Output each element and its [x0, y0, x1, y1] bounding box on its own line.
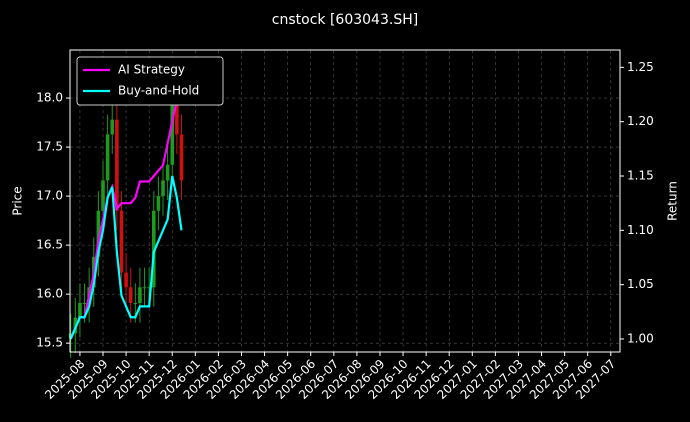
candle-body — [179, 134, 184, 181]
candle-body — [68, 333, 73, 339]
candle-body — [151, 210, 156, 288]
plot-frame — [69, 49, 621, 353]
return-line — [69, 175, 183, 340]
candle-body — [156, 196, 161, 211]
legend-label: Buy-and-Hold — [118, 84, 199, 98]
candle-body — [82, 302, 87, 304]
y2-tick-label: 1.10 — [627, 223, 654, 237]
y2-axis-label: Return — [666, 181, 680, 221]
candle-body — [138, 287, 142, 303]
y2-tick-label: 1.25 — [627, 60, 654, 74]
candle-body — [133, 302, 138, 304]
y-tick-label: 16.5 — [36, 238, 63, 252]
return-line — [69, 78, 183, 340]
candle-body — [161, 180, 165, 197]
y2-tick-label: 1.20 — [627, 114, 654, 128]
y-tick-label: 17.0 — [36, 189, 63, 203]
candle-body — [110, 119, 115, 135]
candle-body — [105, 134, 110, 181]
candle-body — [128, 287, 133, 303]
y2-tick-label: 1.15 — [627, 169, 654, 183]
y-tick-label: 16.0 — [36, 287, 63, 301]
legend: AI Strategy Buy-and-Hold — [76, 56, 224, 106]
candle-body — [124, 272, 128, 288]
candle-body — [119, 210, 124, 273]
y2-tick-label: 1.00 — [627, 331, 654, 345]
y2-tick-label: 1.05 — [627, 277, 654, 291]
y-tick-label: 15.5 — [36, 336, 63, 350]
candle-body — [115, 119, 119, 211]
candle-body — [101, 180, 105, 211]
chart-title: cnstock [603043.SH] — [272, 12, 418, 28]
candle-body — [165, 164, 170, 181]
y-tick-label: 17.5 — [36, 140, 63, 154]
candle-body — [170, 103, 175, 165]
legend-box — [76, 56, 224, 106]
candle-body — [78, 302, 82, 318]
legend-label: AI Strategy — [118, 63, 185, 77]
y-axis-label: Price — [11, 186, 25, 215]
y-tick-label: 18.0 — [36, 91, 63, 105]
candle-body — [147, 287, 151, 289]
candle-body — [175, 103, 179, 135]
candle-body — [142, 287, 147, 289]
candle-body — [96, 210, 101, 257]
